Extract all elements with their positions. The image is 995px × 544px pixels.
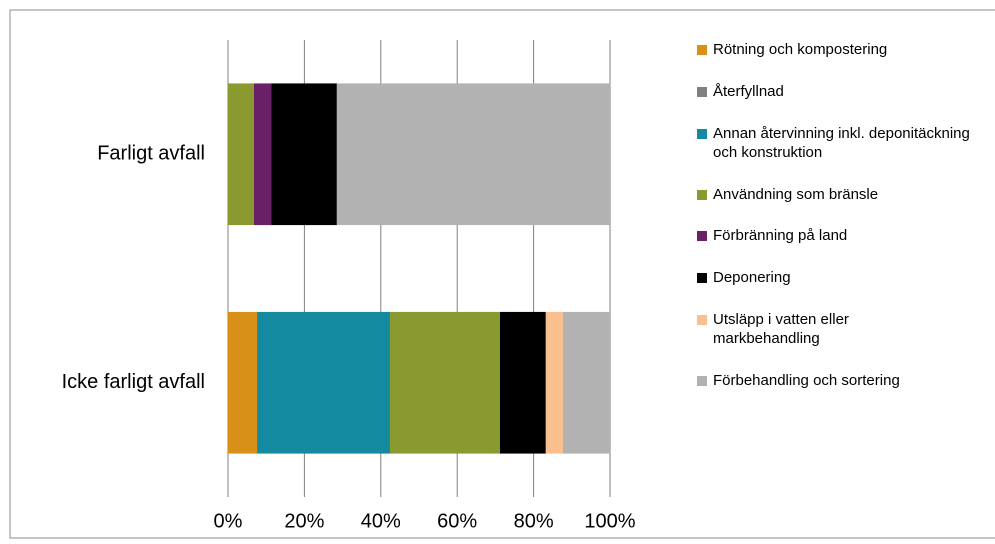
legend-label: Deponering: [713, 269, 791, 287]
bar-segment: [336, 83, 610, 226]
bar-segment: [253, 83, 272, 226]
bar-segment: [228, 311, 258, 454]
legend-swatch: [697, 273, 707, 284]
legend-label: Användning som bränsle: [713, 185, 879, 203]
legend-entry: Utsläpp i vatten eller markbehandling: [697, 310, 887, 348]
legend-swatch: [697, 231, 707, 242]
x-tick-label: 20%: [284, 510, 324, 532]
legend-label: Förbränning på land: [713, 227, 848, 245]
legend-swatch: [697, 128, 707, 139]
legend-entry: Förbränning på land: [697, 226, 995, 245]
legend-entry: Användning som bränsle: [697, 185, 995, 204]
legend-swatch: [697, 315, 707, 326]
legend-entry: Annan återvinning inkl. deponitäckning o…: [697, 124, 995, 162]
legend-label: Annan återvinning inkl. deponitäckning o…: [713, 124, 970, 161]
x-tick-label: 100%: [584, 510, 635, 532]
legend-entry: Deponering: [697, 268, 995, 287]
legend-entry: Förbehandling och sortering: [697, 371, 995, 390]
legend-entry: Rötning och kompostering: [697, 40, 995, 59]
legend-label: Återfyllnad: [713, 82, 784, 100]
legend-entry: Återfyllnad: [697, 82, 995, 101]
legend-swatch: [697, 86, 707, 97]
x-tick-label: 0%: [214, 510, 243, 532]
legend: Rötning och kompostering Återfyllnad Annan…: [697, 40, 995, 390]
bar-segment: [545, 311, 564, 454]
category-label: Farligt avfall: [97, 143, 205, 165]
x-tick-label: 80%: [514, 510, 554, 532]
legend-swatch: [697, 375, 707, 386]
bar-segment: [563, 311, 610, 454]
legend-swatch: [697, 189, 707, 200]
bar-segment: [228, 83, 254, 226]
x-tick-label: 60%: [437, 510, 477, 532]
legend-label: Förbehandling och sortering: [713, 371, 900, 389]
bar-segment: [389, 311, 500, 454]
x-tick-label: 40%: [361, 510, 401, 532]
legend-swatch: [697, 45, 707, 55]
category-label: Icke farligt avfall: [62, 371, 205, 393]
legend-label: Rötning och kompostering: [713, 41, 888, 58]
bar-segment: [499, 311, 546, 454]
legend-label: Utsläpp i vatten eller markbehandling: [713, 311, 849, 348]
bar-segment: [257, 311, 390, 454]
chart-frame: [9, 9, 995, 539]
bar-segment: [271, 83, 337, 226]
